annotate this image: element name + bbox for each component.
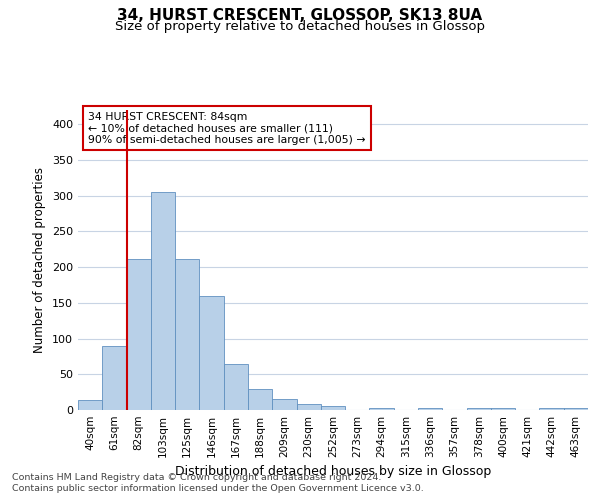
Bar: [224, 364, 248, 410]
Bar: [491, 408, 515, 410]
Bar: [78, 400, 102, 410]
Bar: [127, 260, 151, 410]
X-axis label: Distribution of detached houses by size in Glossop: Distribution of detached houses by size …: [175, 466, 491, 478]
Bar: [102, 346, 127, 410]
Bar: [418, 408, 442, 410]
Bar: [564, 408, 588, 410]
Y-axis label: Number of detached properties: Number of detached properties: [34, 167, 46, 353]
Text: 34, HURST CRESCENT, GLOSSOP, SK13 8UA: 34, HURST CRESCENT, GLOSSOP, SK13 8UA: [118, 8, 482, 22]
Text: 34 HURST CRESCENT: 84sqm
← 10% of detached houses are smaller (111)
90% of semi-: 34 HURST CRESCENT: 84sqm ← 10% of detach…: [88, 112, 366, 144]
Bar: [175, 260, 199, 410]
Bar: [467, 408, 491, 410]
Bar: [199, 296, 224, 410]
Text: Contains public sector information licensed under the Open Government Licence v3: Contains public sector information licen…: [12, 484, 424, 493]
Text: Contains HM Land Registry data © Crown copyright and database right 2024.: Contains HM Land Registry data © Crown c…: [12, 472, 382, 482]
Text: Size of property relative to detached houses in Glossop: Size of property relative to detached ho…: [115, 20, 485, 33]
Bar: [151, 192, 175, 410]
Bar: [370, 408, 394, 410]
Bar: [321, 406, 345, 410]
Bar: [539, 408, 564, 410]
Bar: [296, 404, 321, 410]
Bar: [272, 400, 296, 410]
Bar: [248, 388, 272, 410]
